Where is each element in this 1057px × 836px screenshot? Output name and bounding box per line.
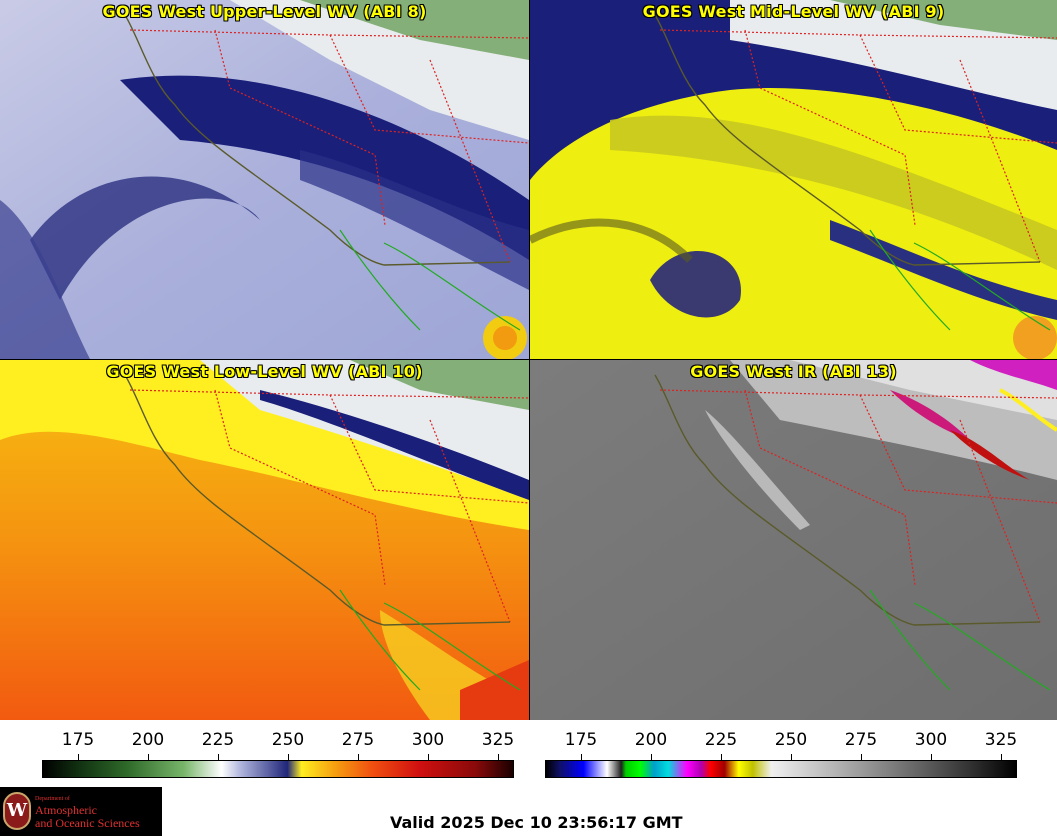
ir-image <box>530 360 1057 720</box>
logo-line2: and Oceanic Sciences <box>35 816 140 830</box>
wv-tick-label: 250 <box>271 730 305 750</box>
ir-tick-mark <box>721 754 722 760</box>
ir-tick-mark <box>931 754 932 760</box>
wv-tick-mark <box>498 754 499 760</box>
wv-tick-label: 300 <box>411 730 445 750</box>
low-level-wv-panel: GOES West Low-Level WV (ABI 10) <box>0 360 529 720</box>
wv-tick-mark <box>148 754 149 760</box>
panel-title: GOES West Mid-Level WV (ABI 9) <box>642 2 945 21</box>
ir-tick-label: 300 <box>914 730 948 750</box>
wv-tick-label: 225 <box>201 730 235 750</box>
wv-colorbar: 175 200 225 250 275 300 325 <box>0 720 529 780</box>
ir-colorbar-gradient <box>545 760 1017 778</box>
logo-line1: Atmospheric <box>35 803 97 817</box>
panel-title: GOES West IR (ABI 13) <box>690 362 897 381</box>
upper-level-wv-panel: GOES West Upper-Level WV (ABI 8) <box>0 0 529 359</box>
wv-tick-mark <box>288 754 289 760</box>
panel-divider-vertical <box>529 0 530 720</box>
upper-level-wv-image <box>0 0 529 359</box>
ir-colorbar: 175 200 225 250 275 300 325 <box>530 720 1057 780</box>
ir-tick-mark <box>651 754 652 760</box>
valid-timestamp: Valid 2025 Dec 10 23:56:17 GMT <box>390 813 683 832</box>
ir-tick-label: 200 <box>634 730 668 750</box>
map-overlay <box>654 374 1057 691</box>
logo-dept-text: Department of <box>35 796 70 802</box>
wv-tick-label: 275 <box>341 730 375 750</box>
wv-tick-label: 200 <box>131 730 165 750</box>
map-overlay <box>654 14 1057 331</box>
low-level-wv-image <box>0 360 529 720</box>
panel-title: GOES West Low-Level WV (ABI 10) <box>106 362 423 381</box>
mid-level-wv-image <box>530 0 1057 359</box>
wv-tick-mark <box>78 754 79 760</box>
wv-tick-mark <box>358 754 359 760</box>
ir-tick-mark <box>791 754 792 760</box>
panel-title: GOES West Upper-Level WV (ABI 8) <box>102 2 427 21</box>
uw-crest-icon: W <box>3 792 31 830</box>
ir-tick-label: 175 <box>564 730 598 750</box>
wv-tick-label: 325 <box>481 730 515 750</box>
uw-aos-logo: W Department of Atmospheric and Oceanic … <box>0 787 162 836</box>
wv-tick-mark <box>428 754 429 760</box>
wv-tick-label: 175 <box>61 730 95 750</box>
ir-tick-mark <box>581 754 582 760</box>
wv-colorbar-gradient <box>42 760 514 778</box>
ir-panel: GOES West IR (ABI 13) <box>530 360 1057 720</box>
ir-tick-mark <box>1001 754 1002 760</box>
ir-tick-label: 275 <box>844 730 878 750</box>
panel-divider-horizontal <box>0 359 1057 360</box>
ir-tick-label: 325 <box>984 730 1018 750</box>
wv-tick-mark <box>218 754 219 760</box>
ir-tick-label: 250 <box>774 730 808 750</box>
ir-tick-label: 225 <box>704 730 738 750</box>
ir-tick-mark <box>861 754 862 760</box>
mid-level-wv-panel: GOES West Mid-Level WV (ABI 9) <box>530 0 1057 359</box>
map-overlay <box>124 14 529 331</box>
map-overlay <box>124 374 529 691</box>
